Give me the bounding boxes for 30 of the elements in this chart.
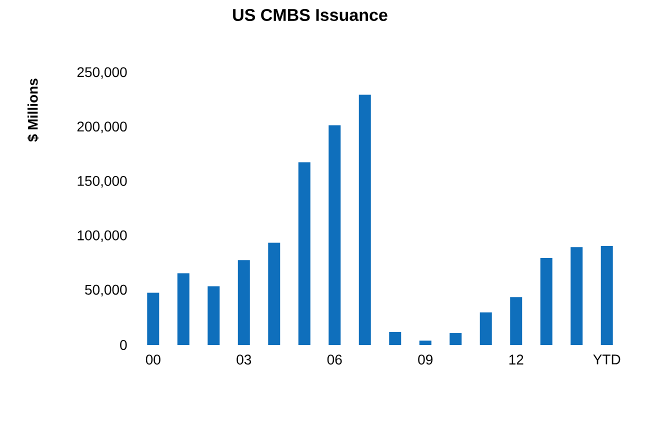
y-axis-title: $ Millions [27,78,39,142]
y-tick-label: 250,000 [77,67,127,79]
bar [268,242,280,345]
bar [298,162,310,345]
bar [480,312,492,345]
bar [450,333,462,345]
bar [570,247,583,345]
bar [600,246,613,345]
chart-title: US CMBS Issuance [233,8,388,22]
bar [328,125,341,345]
bar [358,94,371,345]
x-tick-label: YTD [593,354,620,364]
bar [147,292,160,345]
x-tick-label: 00 [146,354,160,365]
y-tick-label: 100,000 [78,230,127,242]
bar [419,340,432,345]
bar [389,332,402,345]
bar [177,273,190,345]
x-tick-label: 03 [236,354,252,365]
y-tick-label: 0 [120,340,127,350]
bar [510,297,522,345]
x-tick-label: 09 [418,354,432,365]
x-tick-label: 12 [509,354,524,364]
bar [208,286,220,345]
y-tick-label: 50,000 [85,284,127,296]
bar [238,260,250,345]
y-tick-label: 200,000 [77,122,127,134]
x-tick-label: 06 [327,354,342,365]
bar [540,258,552,345]
y-tick-label: 150,000 [78,176,127,188]
